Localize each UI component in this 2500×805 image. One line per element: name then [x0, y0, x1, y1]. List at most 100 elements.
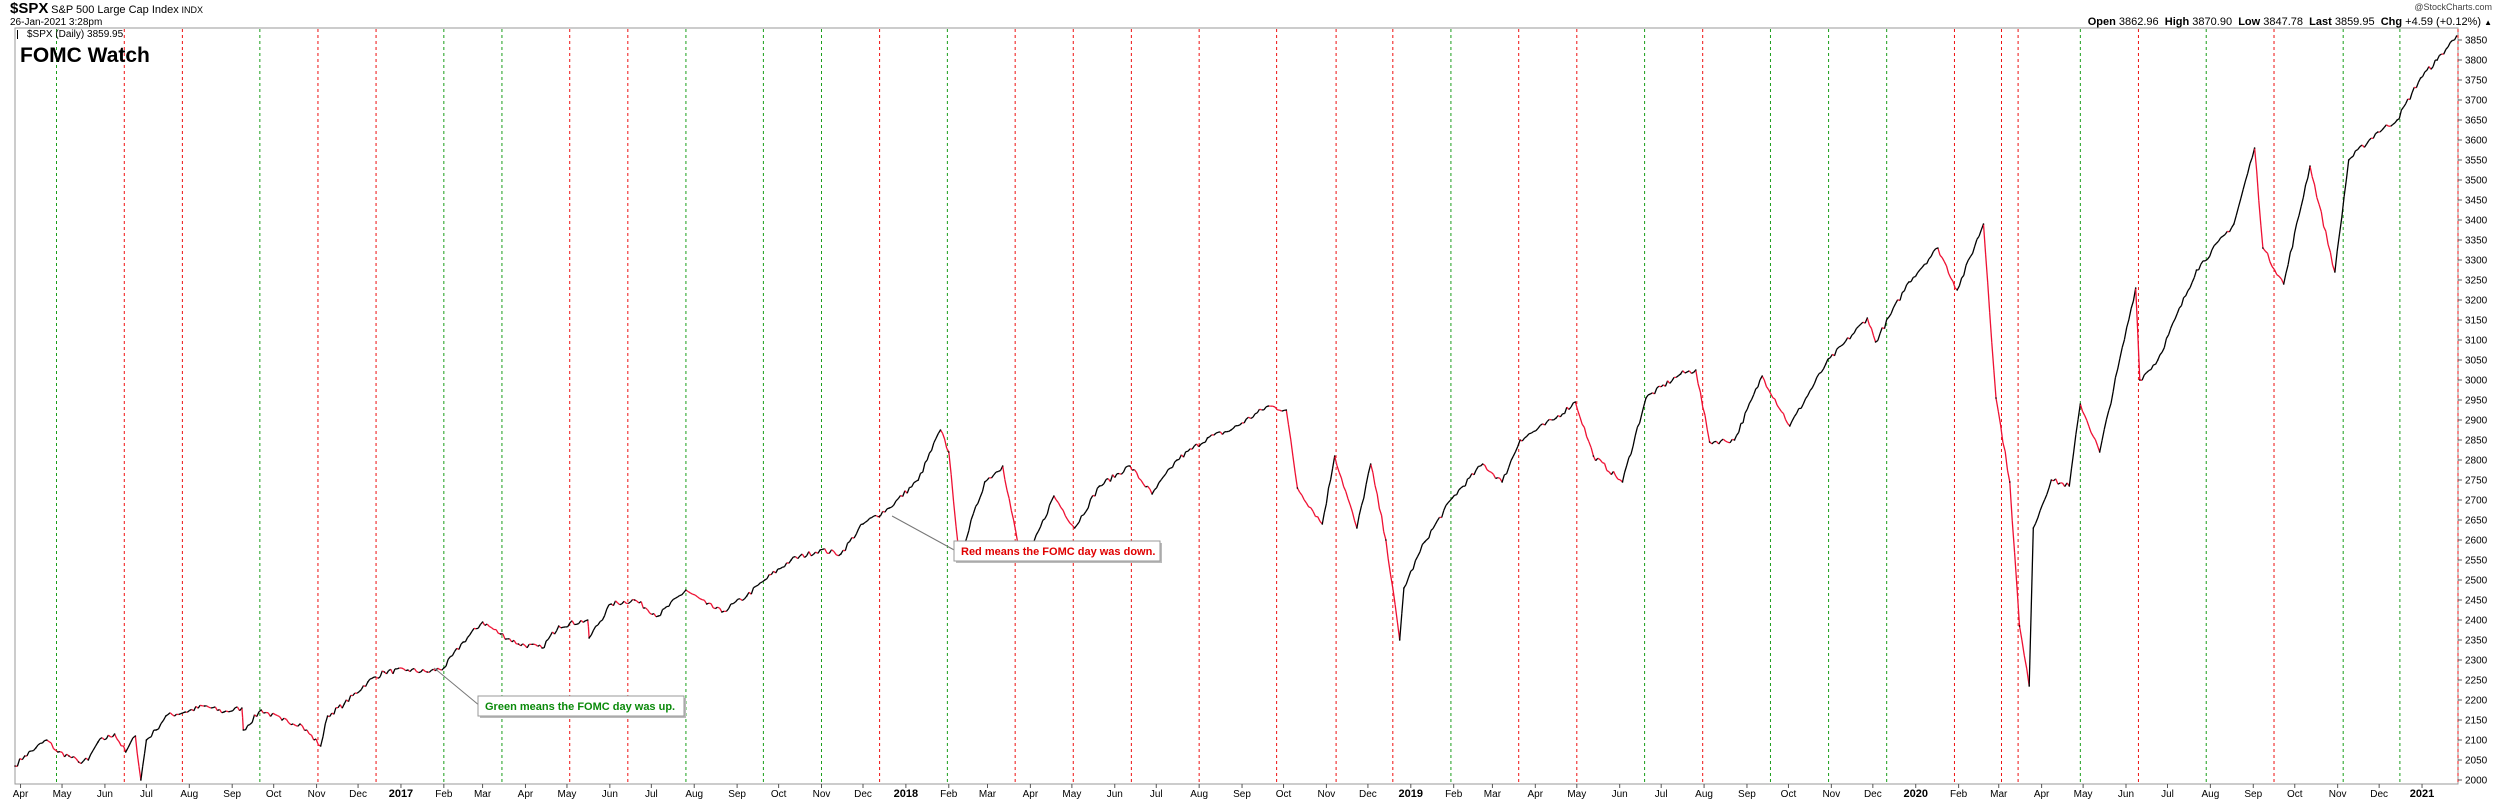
price-bar [1280, 410, 1282, 411]
y-tick-label: 3600 [2465, 136, 2488, 147]
price-point [1452, 497, 1454, 499]
price-point [610, 603, 612, 605]
price-point [140, 779, 142, 781]
price-point [1867, 317, 1869, 319]
price-point [1645, 397, 1647, 399]
price-bar [588, 626, 589, 638]
price-point [1983, 223, 1985, 225]
x-tick-label: Apr [1023, 789, 1039, 800]
x-tick-label: Jul [1655, 789, 1668, 800]
price-bar [588, 620, 589, 626]
open-label: Open [2088, 16, 2116, 28]
price-point [889, 507, 891, 509]
price-point [984, 481, 986, 483]
price-point [407, 669, 409, 671]
price-point [634, 599, 636, 601]
price-point [482, 621, 484, 623]
price-point [155, 729, 157, 731]
y-tick-label: 3150 [2465, 316, 2488, 327]
y-tick-label: 2000 [2465, 776, 2488, 787]
index-name: S&P 500 Large Cap Index [51, 4, 179, 16]
price-bar [1203, 442, 1205, 443]
price-bar [1273, 406, 1275, 407]
price-bar [1255, 413, 1257, 414]
title-row: $SPX S&P 500 Large Cap Index INDX [10, 0, 203, 17]
x-tick-label: Feb [435, 789, 453, 800]
price-point [2233, 223, 2235, 225]
price-point [1501, 481, 1503, 483]
price-bar [738, 599, 740, 600]
price-point [500, 633, 502, 635]
price-point [1937, 247, 1939, 249]
price-point [1403, 587, 1405, 589]
price-point [146, 739, 148, 741]
price-point [343, 703, 345, 705]
price-point [1399, 639, 1401, 641]
x-tick-label: Sep [1738, 789, 1756, 800]
x-tick-label: Oct [266, 789, 282, 800]
price-point [204, 705, 206, 707]
x-tick-label: Jun [97, 789, 113, 800]
price-bar [836, 555, 838, 556]
x-tick-label: Nov [1318, 789, 1336, 800]
price-point [541, 647, 543, 649]
y-tick-label: 3050 [2465, 356, 2488, 367]
price-bar [1504, 474, 1506, 475]
price-point [2436, 59, 2438, 61]
y-tick-label: 2600 [2465, 536, 2488, 547]
price-point [1002, 465, 1004, 467]
y-tick-label: 3700 [2465, 96, 2488, 107]
y-tick-label: 2050 [2465, 756, 2488, 767]
plot-area [15, 28, 2458, 784]
y-tick-label: 2550 [2465, 556, 2488, 567]
price-point [426, 671, 428, 673]
price-point [764, 579, 766, 581]
price-point [1709, 441, 1711, 443]
x-tick-label: Sep [2244, 789, 2262, 800]
price-bar [397, 668, 399, 669]
price-bar [1534, 431, 1536, 432]
price-point [1385, 539, 1387, 541]
price-point [1908, 281, 1910, 283]
price-bar [1489, 471, 1491, 472]
price-point [1099, 485, 1101, 487]
x-tick-label: 2020 [1903, 788, 1927, 800]
price-point [1995, 397, 1997, 399]
price-point [2069, 485, 2071, 487]
x-tick-label: Mar [1990, 789, 2008, 800]
price-point [2348, 159, 2350, 161]
y-tick-label: 3650 [2465, 116, 2488, 127]
price-bar [2452, 40, 2454, 41]
price-point [746, 595, 748, 597]
x-tick-label: 2019 [1399, 788, 1423, 800]
x-tick-label: Aug [180, 789, 198, 800]
symbol-title: $SPX [10, 0, 48, 17]
price-point [184, 711, 186, 713]
y-tick-label: 2450 [2465, 596, 2488, 607]
price-point [2080, 403, 2082, 405]
price-bar [1282, 410, 1284, 411]
x-tick-label: Aug [1695, 789, 1713, 800]
price-bar [2153, 364, 2155, 365]
price-bar [476, 628, 478, 629]
price-point [2420, 77, 2422, 79]
price-point [2196, 269, 2198, 271]
x-tick-label: May [2074, 789, 2093, 800]
price-bar [1216, 432, 1218, 433]
price-point [862, 523, 864, 525]
price-bar [242, 708, 243, 717]
price-bar [561, 627, 563, 628]
x-tick-label: Jun [2118, 789, 2134, 800]
x-tick-label: Nov [2329, 789, 2347, 800]
price-point [1053, 495, 1055, 497]
legend-swatch-icon [17, 30, 24, 39]
x-tick-label: Aug [685, 789, 703, 800]
x-tick-label: Dec [854, 789, 872, 800]
y-tick-label: 3000 [2465, 376, 2488, 387]
y-tick-label: 3350 [2465, 236, 2488, 247]
price-point [2009, 481, 2011, 483]
price-bar [1455, 495, 1457, 496]
watermark: @StockCharts.com [2414, 2, 2492, 12]
price-point [1482, 463, 1484, 465]
